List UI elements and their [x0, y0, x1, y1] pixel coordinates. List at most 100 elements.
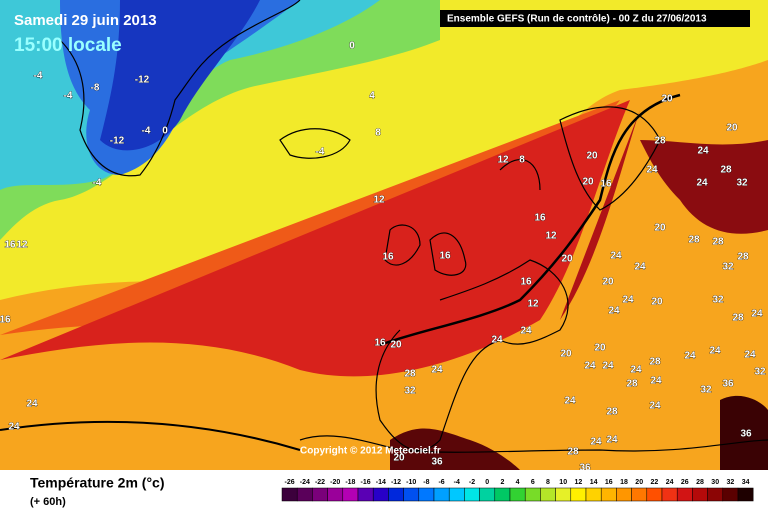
scale-label: 30 [711, 479, 719, 486]
contour-label: 20 [726, 123, 738, 134]
scale-label: 4 [516, 479, 520, 486]
scale-label: 2 [500, 479, 504, 486]
scale-label: -10 [406, 479, 416, 486]
scale-cell [509, 487, 526, 502]
contour-label: 12 [527, 299, 539, 310]
contour-label: 32 [754, 367, 766, 378]
scale-label: 6 [531, 479, 535, 486]
contour-label: -12 [110, 136, 125, 147]
scale-cell [692, 487, 708, 502]
scale-cell [403, 487, 420, 502]
contour-label: 24 [650, 376, 662, 387]
contour-label: -4 [34, 71, 43, 82]
scale-cell [600, 487, 617, 502]
contour-label: 24 [606, 435, 618, 446]
contour-label: 16 [4, 240, 16, 251]
scale-cell [631, 487, 648, 502]
scale-cell [296, 487, 313, 502]
run-box [440, 10, 750, 27]
contour-label: 24 [584, 361, 596, 372]
scale-cell [616, 487, 632, 502]
contour-label: 32 [712, 295, 724, 306]
scale-cell [281, 487, 298, 502]
copyright: Copyright © 2012 Meteociel.fr [300, 446, 441, 457]
scale-label: 18 [620, 479, 628, 486]
contour-label: 20 [654, 223, 666, 234]
contour-label: 28 [606, 407, 618, 418]
scale-label: 20 [635, 479, 643, 486]
scale-cell [555, 487, 572, 502]
contour-label: 36 [722, 379, 734, 390]
contour-label: 20 [602, 277, 614, 288]
scale-cell [433, 487, 450, 502]
scale-label: 34 [742, 479, 750, 486]
scale-cell [707, 487, 724, 502]
contour-label: 16 [0, 315, 11, 326]
contour-label: -4 [142, 126, 151, 137]
contour-label: -12 [135, 75, 150, 86]
contour-label: 16 [520, 277, 532, 288]
contour-label: 28 [688, 235, 700, 246]
contour-label: 24 [590, 437, 602, 448]
contour-label: 24 [520, 326, 532, 337]
scale-label: -6 [438, 479, 444, 486]
contour-label: 24 [610, 251, 622, 262]
contour-label: 24 [8, 422, 20, 433]
contour-label: 32 [404, 386, 416, 397]
contour-label: 32 [722, 262, 734, 273]
contour-label: 28 [654, 136, 666, 147]
contour-label: 28 [737, 252, 749, 263]
scale-label: -18 [345, 479, 355, 486]
contour-label: 28 [720, 165, 732, 176]
scale-cell [312, 487, 328, 502]
contour-label: 24 [26, 399, 38, 410]
scale-label: -14 [376, 479, 386, 486]
contour-label: 24 [684, 351, 696, 362]
scale-cell [646, 487, 663, 502]
scale-cell [327, 487, 344, 502]
contour-label: 36 [431, 457, 443, 468]
contour-label: 24 [431, 365, 443, 376]
scale-label: -12 [391, 479, 401, 486]
footer-title: Température 2m (°c) [30, 475, 165, 491]
scale-label: 16 [605, 479, 613, 486]
contour-label: 12 [497, 155, 509, 166]
contour-label: 36 [579, 463, 591, 474]
scale-label: -4 [454, 479, 460, 486]
contour-label: -4 [93, 178, 102, 189]
contour-label: 28 [567, 447, 579, 458]
contour-label: 24 [697, 146, 709, 157]
contour-label: 28 [404, 369, 416, 380]
contour-label: 0 [349, 41, 355, 52]
scale-cell [357, 487, 374, 502]
scale-cell [418, 487, 435, 502]
scale-cell [676, 487, 693, 502]
date: Samedi 29 juin 2013 [14, 12, 157, 29]
contour-label: 20 [390, 340, 402, 351]
contour-label: 12 [373, 195, 385, 206]
scale-label: 0 [485, 479, 489, 486]
scale-label: 14 [590, 479, 598, 486]
run: Ensemble GEFS (Run de contrôle) - 00 Z d… [447, 14, 707, 25]
contour-label: 20 [561, 254, 573, 265]
scale-label: 8 [546, 479, 550, 486]
contour-label: 20 [393, 453, 405, 464]
scale-cell [448, 487, 465, 502]
time: 15:00 locale [14, 35, 122, 56]
contour-label: -8 [91, 83, 100, 94]
scale-cell [479, 487, 496, 502]
scale-label: 28 [696, 479, 704, 486]
contour-label: 16 [382, 252, 394, 263]
lead: (+ 60h) [30, 496, 66, 508]
contour-label: 24 [491, 335, 503, 346]
scale-cell [342, 487, 359, 502]
scale-label: 12 [575, 479, 583, 486]
scale-cell [737, 487, 754, 502]
contour-label: 32 [736, 178, 748, 189]
contour-label: 8 [375, 128, 381, 139]
scale-label: -20 [330, 479, 340, 486]
contour-label: 24 [696, 178, 708, 189]
contour-label: 28 [712, 237, 724, 248]
contour-label: 4 [369, 91, 375, 102]
contour-label: 24 [630, 365, 642, 376]
